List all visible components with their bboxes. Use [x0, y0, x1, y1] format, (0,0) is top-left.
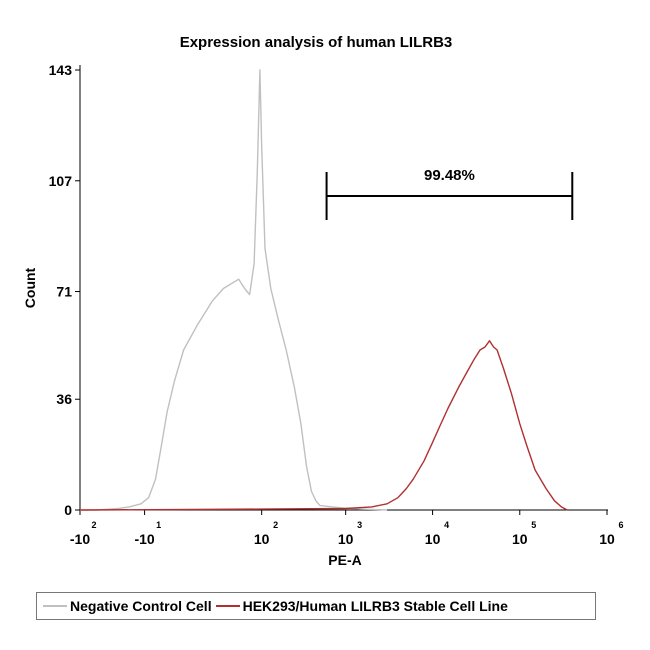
y-tick-label: 0 [64, 502, 72, 518]
x-tick-exponent: 1 [156, 520, 161, 530]
x-tick-base: 10 [599, 531, 615, 547]
x-tick-exponent: 2 [91, 520, 96, 530]
stable-cell-line-curve [79, 340, 568, 511]
y-tick-label: 107 [49, 173, 73, 189]
legend-label-negative-control: Negative Control Cell [70, 598, 212, 614]
y-tick-label: 71 [56, 284, 72, 300]
x-tick-base: -10 [134, 531, 154, 547]
x-tick-base: 10 [338, 531, 354, 547]
y-ticks: 0 36 71 107 143 [49, 62, 80, 518]
y-tick-label: 143 [49, 62, 73, 78]
y-axis-title: Count [22, 267, 38, 308]
legend-item-negative-control: Negative Control Cell [43, 598, 212, 614]
x-axis-title: PE-A [328, 552, 361, 568]
x-tick-exponent: 3 [357, 520, 362, 530]
gate-percentage: 99.48% [424, 167, 475, 184]
x-tick-base: 10 [512, 531, 528, 547]
negative-control-curve [80, 69, 388, 511]
x-tick-exponent: 2 [273, 520, 278, 530]
legend-label-stable-cell-line: HEK293/Human LILRB3 Stable Cell Line [242, 598, 508, 614]
gate-marker: 99.48% [325, 167, 574, 220]
x-tick-base: -10 [70, 531, 90, 547]
x-tick-base: 10 [425, 531, 441, 547]
legend-swatch-red [215, 605, 240, 607]
y-tick-label: 36 [56, 391, 72, 407]
x-tick-exponent: 6 [618, 520, 623, 530]
legend-swatch-gray [43, 605, 67, 607]
series-lines [79, 69, 568, 511]
chart-title: Expression analysis of human LILRB3 [180, 34, 453, 51]
x-tick-exponent: 4 [444, 520, 449, 530]
legend-item-stable-cell-line: HEK293/Human LILRB3 Stable Cell Line [215, 598, 508, 614]
x-tick-base: 10 [254, 531, 270, 547]
legend: Negative Control Cell HEK293/Human LILRB… [36, 592, 596, 620]
x-tick-exponent: 5 [531, 520, 536, 530]
